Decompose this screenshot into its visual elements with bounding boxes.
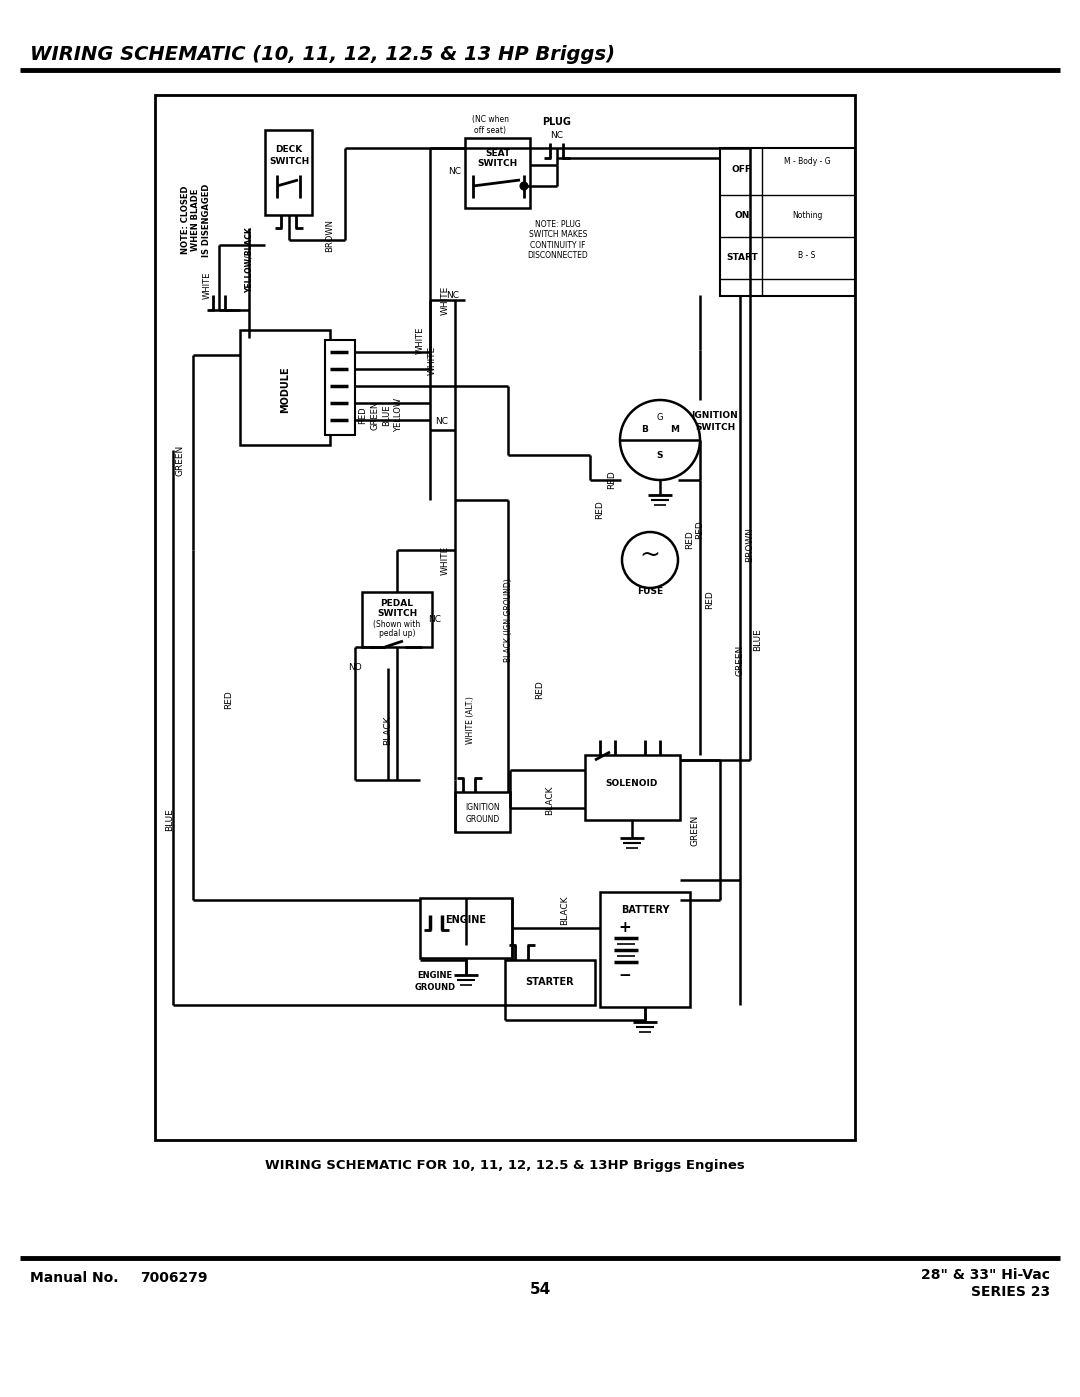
Text: YELLOW: YELLOW [394, 398, 404, 432]
Text: (Shown with: (Shown with [374, 619, 420, 629]
Text: 28" & 33" Hi-Vac: 28" & 33" Hi-Vac [921, 1268, 1050, 1282]
Text: pedal up): pedal up) [379, 629, 415, 637]
Text: BLACK: BLACK [545, 785, 554, 814]
Text: WHITE: WHITE [428, 345, 436, 374]
Text: BLUE: BLUE [382, 404, 391, 426]
Text: SEAT: SEAT [485, 148, 511, 158]
Text: SWITCH: SWITCH [377, 609, 417, 619]
Text: RED: RED [225, 690, 233, 710]
Text: BROWN: BROWN [325, 218, 335, 251]
Circle shape [521, 183, 527, 190]
Text: NOTE: PLUG
SWITCH MAKES
CONTINUITY IF
DISCONNECTED: NOTE: PLUG SWITCH MAKES CONTINUITY IF DI… [528, 219, 589, 260]
Text: FUSE: FUSE [637, 588, 663, 597]
Text: RED: RED [595, 500, 605, 520]
Text: OFF: OFF [732, 165, 752, 175]
Text: NC: NC [429, 616, 442, 624]
Text: GREEN: GREEN [735, 644, 744, 676]
Text: BLUE: BLUE [754, 629, 762, 651]
Text: S: S [657, 450, 663, 460]
Text: RED: RED [536, 680, 544, 700]
Text: (NC when
off seat): (NC when off seat) [472, 116, 509, 134]
Text: M - Body - G: M - Body - G [784, 158, 831, 166]
Bar [600, 893, 690, 1007]
Text: WHITE: WHITE [416, 327, 424, 353]
Bar [362, 592, 432, 647]
Text: B: B [642, 426, 648, 434]
Text: ON: ON [734, 211, 750, 219]
Text: STARTER: STARTER [526, 977, 575, 988]
Text: NC: NC [551, 130, 564, 140]
Text: BLACK: BLACK [383, 715, 392, 745]
Text: BLACK: BLACK [561, 895, 569, 925]
Bar [720, 148, 855, 296]
Text: +: + [619, 921, 632, 936]
Text: Nothing: Nothing [792, 211, 822, 219]
Text: BATTERY: BATTERY [621, 905, 670, 915]
Text: BLUE: BLUE [165, 809, 175, 831]
Text: RED: RED [686, 531, 694, 549]
Text: −: − [619, 968, 632, 982]
Text: GROUND: GROUND [465, 814, 500, 823]
Text: NC: NC [446, 291, 459, 299]
Text: WIRING SCHEMATIC (10, 11, 12, 12.5 & 13 HP Briggs): WIRING SCHEMATIC (10, 11, 12, 12.5 & 13 … [30, 46, 615, 64]
Text: NC: NC [435, 418, 448, 426]
Text: BLACK (IGN GROUND): BLACK (IGN GROUND) [503, 578, 513, 662]
Text: NO: NO [348, 664, 362, 672]
Text: IGNITION: IGNITION [465, 803, 500, 813]
Text: WHITE (ALT.): WHITE (ALT.) [465, 696, 474, 745]
Bar [325, 339, 355, 434]
Text: RED: RED [359, 407, 367, 423]
Text: MODULE: MODULE [280, 366, 291, 414]
Bar [585, 754, 680, 820]
Text: RED: RED [705, 591, 715, 609]
Text: PEDAL: PEDAL [380, 599, 414, 609]
Text: WIRING SCHEMATIC FOR 10, 11, 12, 12.5 & 13HP Briggs Engines: WIRING SCHEMATIC FOR 10, 11, 12, 12.5 & … [265, 1158, 745, 1172]
Bar [455, 792, 510, 833]
Text: M: M [671, 426, 679, 434]
Text: NOTE: CLOSED
WHEN BLADE
IS DISENGAGED: NOTE: CLOSED WHEN BLADE IS DISENGAGED [181, 183, 211, 257]
Text: 7006279: 7006279 [140, 1271, 207, 1285]
Circle shape [622, 532, 678, 588]
Bar [156, 95, 855, 1140]
Text: GREEN: GREEN [370, 401, 379, 430]
Text: SWITCH: SWITCH [477, 158, 518, 168]
Text: Manual No.: Manual No. [30, 1271, 119, 1285]
Text: RED: RED [696, 521, 704, 539]
Text: ENGINE: ENGINE [418, 971, 453, 979]
Bar [240, 330, 330, 446]
Text: START: START [726, 253, 758, 261]
Text: SERIES 23: SERIES 23 [971, 1285, 1050, 1299]
Text: WHITE: WHITE [441, 545, 449, 574]
Text: WHITE: WHITE [203, 271, 212, 299]
Circle shape [620, 400, 700, 481]
Text: BROWN: BROWN [745, 528, 755, 563]
Text: ~: ~ [639, 543, 661, 567]
Text: ENGINE: ENGINE [446, 915, 486, 925]
Text: NC: NC [448, 168, 461, 176]
Text: IGNITION: IGNITION [691, 411, 739, 419]
Text: PLUG: PLUG [542, 117, 571, 127]
Text: 54: 54 [529, 1282, 551, 1298]
Bar [265, 130, 312, 215]
Bar [505, 960, 595, 1004]
Text: SOLENOID: SOLENOID [606, 778, 658, 788]
Text: GROUND: GROUND [415, 982, 456, 992]
Bar [465, 138, 530, 208]
Text: SWITCH: SWITCH [269, 156, 309, 165]
Bar [420, 898, 512, 958]
Text: B - S: B - S [798, 250, 815, 260]
Text: G: G [657, 414, 663, 422]
Text: DECK: DECK [275, 145, 302, 155]
Text: GREEN: GREEN [690, 814, 700, 845]
Text: WHITE: WHITE [441, 285, 449, 314]
Text: RED: RED [607, 471, 617, 489]
Text: YELLOW/BLACK: YELLOW/BLACK [244, 228, 254, 293]
Text: SWITCH: SWITCH [694, 423, 735, 433]
Text: GREEN: GREEN [175, 444, 185, 475]
